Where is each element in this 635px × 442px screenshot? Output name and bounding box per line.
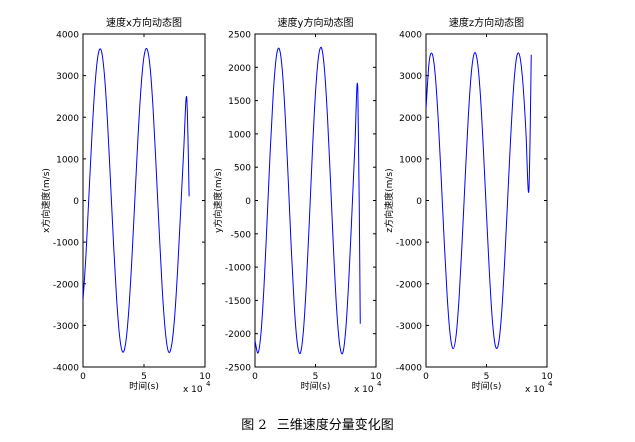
y-tick-label: 2500	[228, 31, 251, 41]
x-multiplier-label: x 10	[354, 385, 374, 395]
y-axis-label: y方向速度(m/s)	[212, 168, 224, 233]
x-tick-label: 10	[370, 372, 382, 382]
x-multiplier-exponent: 4	[548, 380, 553, 388]
x-axis-label: 时间(s)	[129, 380, 159, 392]
series-line-1	[426, 52, 532, 350]
y-tick-label: 0	[416, 197, 422, 207]
y-tick-label: -1000	[396, 239, 422, 249]
series-line-1	[83, 47, 190, 354]
y-tick-label: -2500	[225, 364, 251, 374]
y-tick-label: -2000	[53, 280, 79, 290]
y-tick-label: -2000	[396, 280, 422, 290]
y-tick-label: -500	[231, 230, 252, 240]
subplot-3: -4000 -3000 -2000 -1000 0 1000 2000 3000 4000 0 5 1…	[383, 16, 553, 395]
caption-text: 三维速度分量变化图	[276, 418, 394, 433]
y-tick-label: -3000	[396, 322, 422, 332]
y-tick-label: -1000	[53, 239, 79, 249]
plot-area-frame	[425, 33, 548, 368]
y-tick-label: -4000	[396, 364, 422, 374]
y-tick-label: -3000	[53, 322, 79, 332]
y-tick-label: 4000	[399, 31, 422, 41]
y-tick-label: 1000	[228, 130, 251, 140]
x-tick-label: 10	[541, 372, 553, 382]
y-tick-label: 3000	[56, 72, 79, 82]
x-multiplier-label: x 10	[183, 385, 203, 395]
y-tick-label: 2000	[56, 114, 79, 124]
x-tick-label: 10	[199, 372, 211, 382]
subplot-1: -4000 -3000 -2000 -1000 0 1000 2000 3000 4000 0 5 1…	[40, 16, 211, 395]
y-axis-label: x方向速度(m/s)	[40, 168, 52, 233]
x-tick-label: 0	[80, 372, 86, 382]
y-tick-label: 1500	[228, 97, 251, 107]
x-multiplier-label: x 10	[525, 385, 545, 395]
y-tick-label: 2000	[399, 114, 422, 124]
y-tick-label: -1000	[225, 264, 251, 274]
x-multiplier-exponent: 4	[377, 380, 382, 388]
x-tick-label: 5	[484, 372, 490, 382]
y-tick-label: -4000	[53, 364, 79, 374]
x-tick-label: 0	[252, 372, 258, 382]
y-tick-label: -1500	[225, 297, 251, 307]
y-tick-label: 2000	[228, 64, 251, 74]
y-tick-label: 500	[234, 164, 251, 174]
x-tick-label: 0	[423, 372, 429, 382]
y-tick-label: 0	[245, 197, 251, 207]
x-axis-label: 时间(s)	[301, 380, 331, 392]
figure-caption: 图 2 三维速度分量变化图	[0, 414, 635, 433]
y-tick-label: -2000	[225, 330, 251, 340]
chart-title: 速度z方向动态图	[449, 16, 524, 29]
x-multiplier-exponent: 4	[206, 380, 211, 388]
x-tick-label: 5	[141, 372, 147, 382]
x-tick-label: 5	[313, 372, 319, 382]
y-tick-label: 1000	[399, 155, 422, 165]
chart-title: 速度y方向动态图	[278, 16, 354, 29]
y-tick-label: 0	[73, 197, 79, 207]
x-axis-label: 时间(s)	[472, 380, 502, 392]
subplot-2: -2500 -2000 -1500 -1000 -500 0 500 1000 1500 2000…	[212, 16, 382, 395]
y-tick-label: 1000	[56, 155, 79, 165]
caption-number: 图 2	[241, 418, 267, 433]
plot-area-frame	[82, 33, 206, 368]
chart-title: 速度x方向动态图	[106, 16, 182, 29]
y-tick-label: 3000	[399, 72, 422, 82]
y-axis-label: z方向速度(m/s)	[383, 168, 395, 232]
y-tick-label: 4000	[56, 31, 79, 41]
series-line-1	[255, 46, 361, 355]
